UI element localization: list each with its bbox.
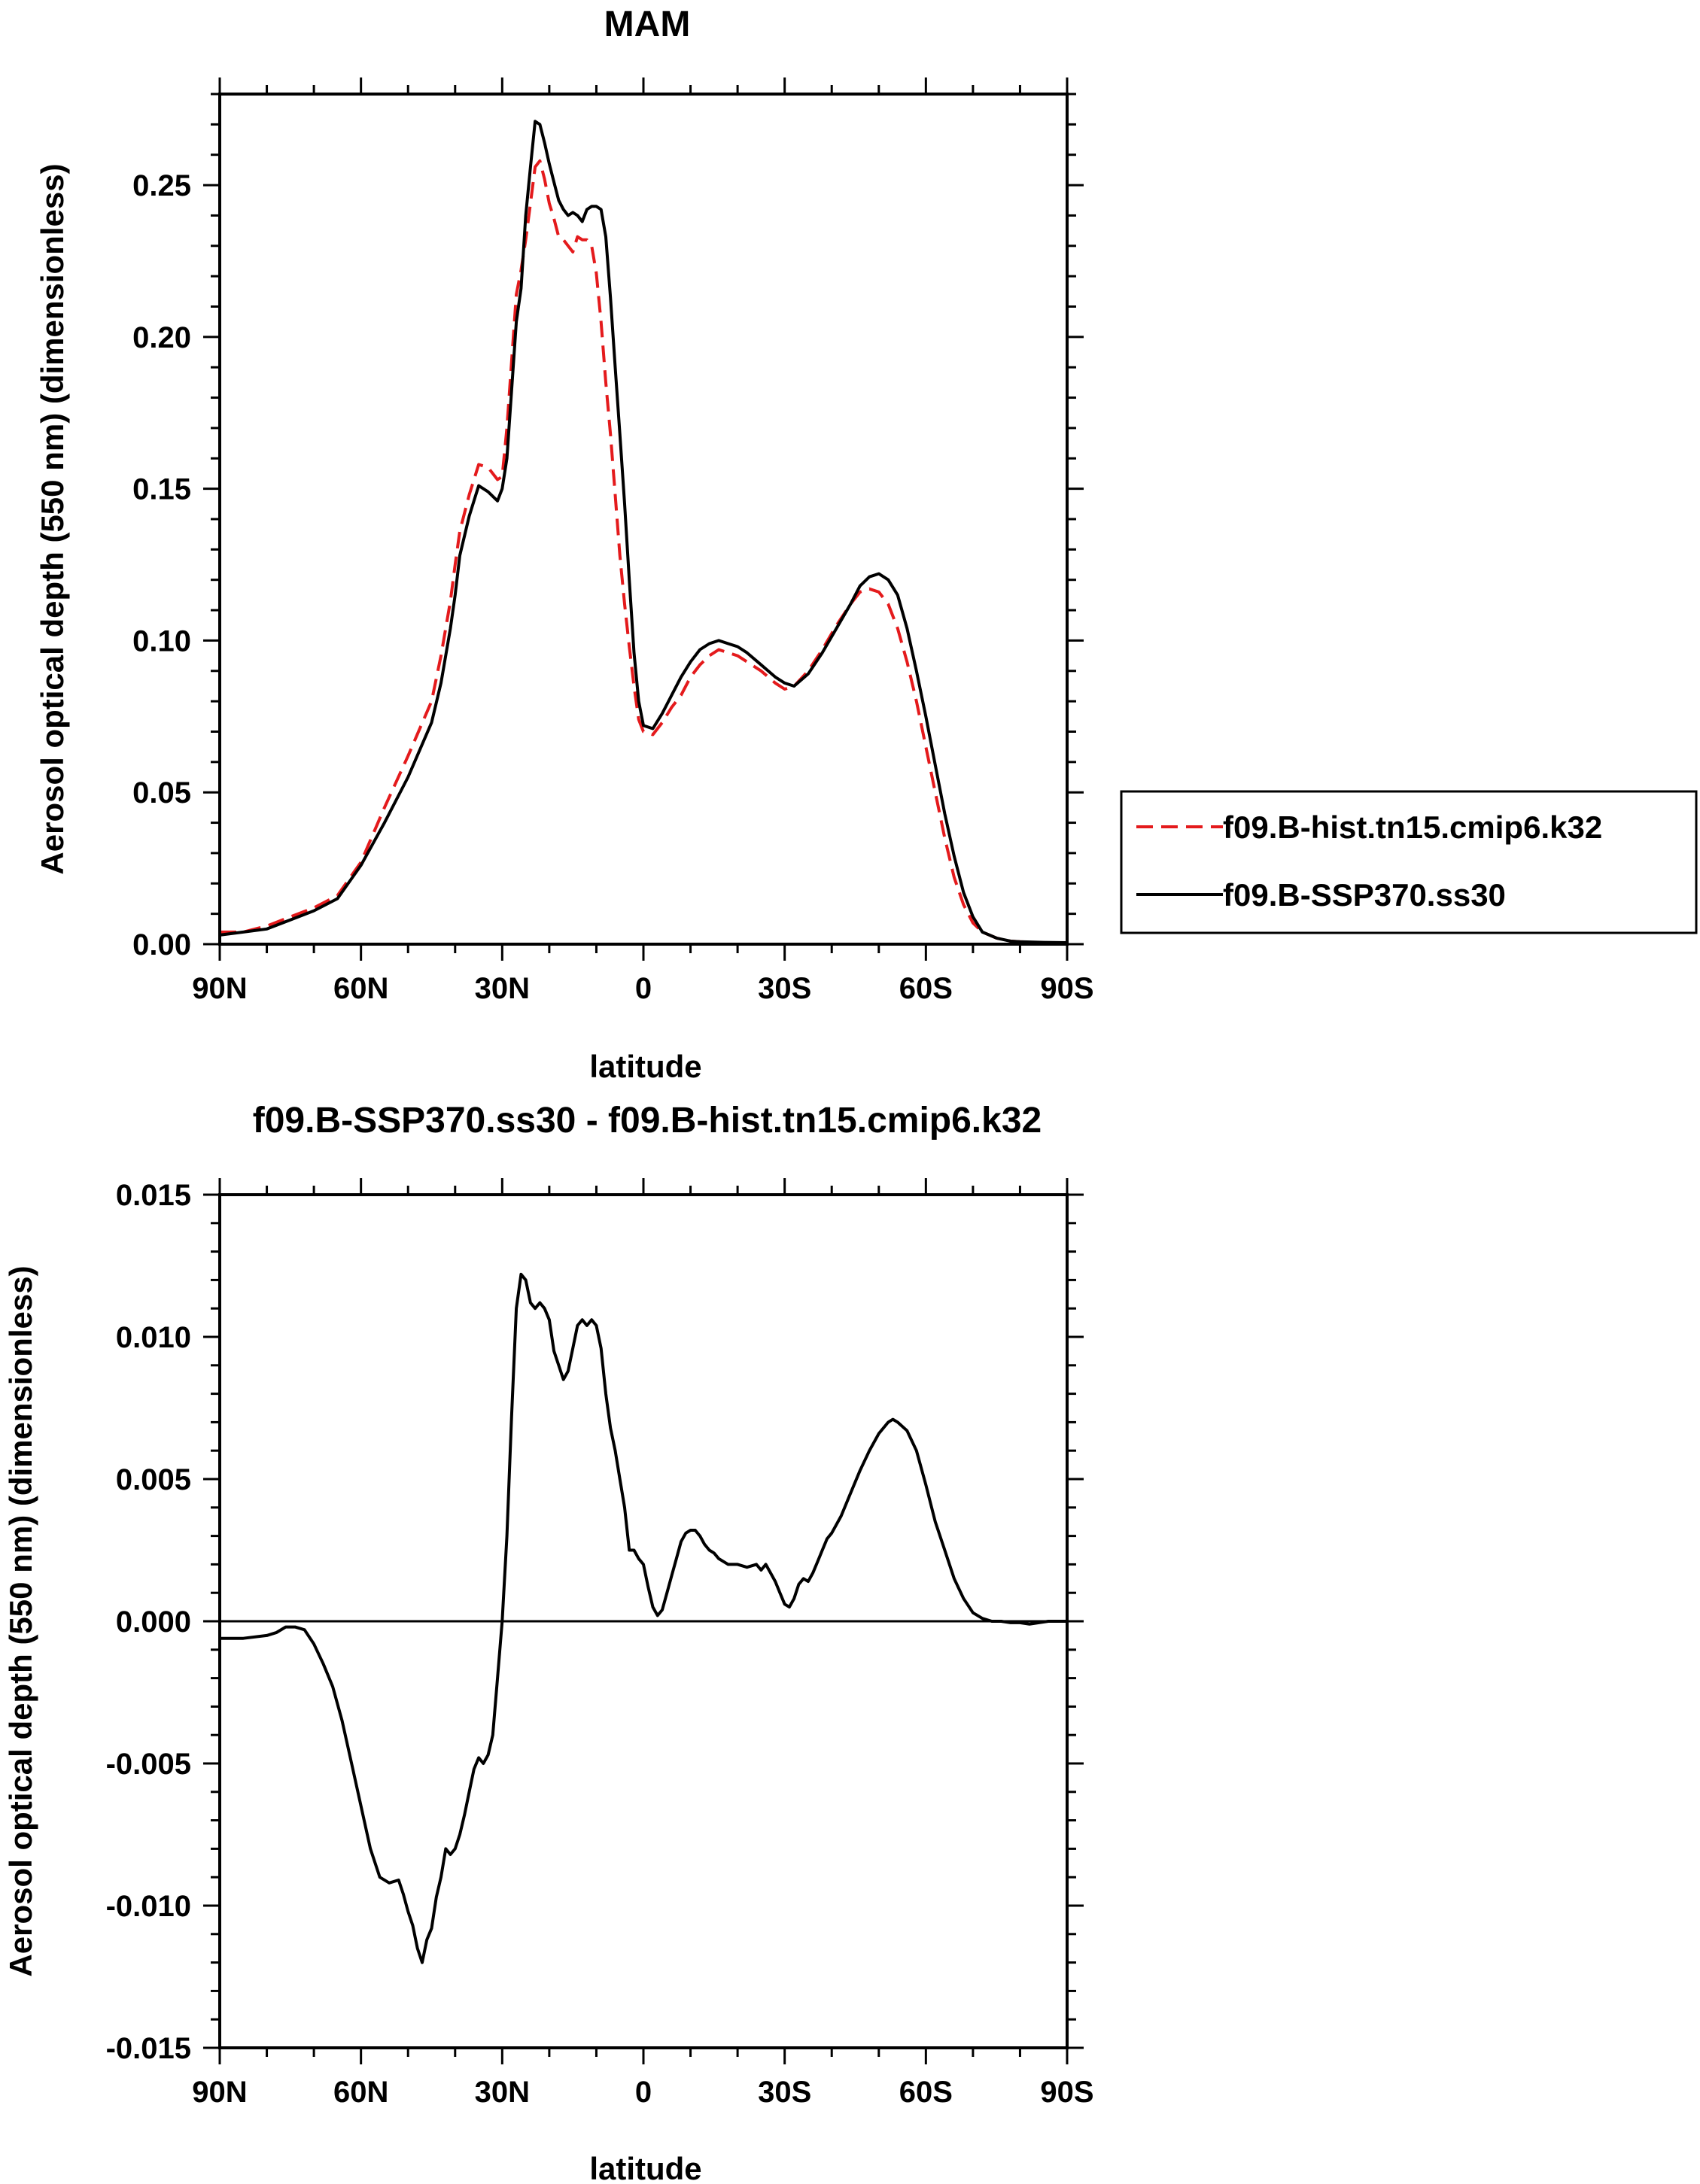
y-tick-label: -0.015 <box>106 2032 191 2065</box>
y-tick-label: 0.015 <box>116 1179 191 1212</box>
series-line-ssp370 <box>219 120 1068 944</box>
y-tick-label: 0.05 <box>132 776 191 810</box>
legend-box <box>1120 790 1698 934</box>
x-tick-label: 30N <box>475 972 530 1005</box>
series-line-hist <box>220 159 1068 945</box>
top-chart-title: MAM <box>604 5 691 44</box>
legend: f09.B-hist.tn15.cmip6.k32 f09.B-SSP370.s… <box>1120 790 1698 934</box>
legend-label-hist: f09.B-hist.tn15.cmip6.k32 <box>1223 810 1602 845</box>
x-tick-label: 60S <box>899 972 953 1005</box>
y-tick-label: -0.005 <box>106 1748 191 1781</box>
bottom-y-tick-labels: -0.015 -0.010 -0.005 0.000 0.005 0.010 0.015 <box>106 1179 191 2065</box>
x-tick-label: 60N <box>333 972 388 1005</box>
top-x-tick-labels: 90N 60N 30N 0 30S 60S 90S <box>192 972 1093 1005</box>
y-tick-label: 0.15 <box>132 473 191 506</box>
bottom-chart-title: f09.B-SSP370.ss30 - f09.B-hist.tn15.cmip… <box>253 1101 1042 1141</box>
x-tick-label: 90S <box>1040 2076 1093 2109</box>
bottom-y-axis-label: Aerosol optical depth (550 nm) (dimensio… <box>3 1265 38 1976</box>
bottom-plot-frame <box>218 1193 1069 2049</box>
top-series-group <box>219 120 1068 945</box>
bottom-x-tick-labels: 90N 60N 30N 0 30S 60S 90S <box>192 2076 1093 2109</box>
x-tick-label: 90S <box>1040 972 1093 1005</box>
top-plot-frame <box>218 93 1069 946</box>
y-tick-label: 0.00 <box>132 928 191 961</box>
y-tick-label: 0.10 <box>132 624 191 658</box>
x-tick-label: 30N <box>475 2076 530 2109</box>
x-tick-label: 0 <box>635 2076 652 2109</box>
top-axis-ticks <box>203 77 1084 961</box>
y-tick-label: 0.010 <box>116 1321 191 1354</box>
x-tick-label: 30S <box>758 972 811 1005</box>
top-y-axis-label: Aerosol optical depth (550 nm) (dimensio… <box>35 163 70 874</box>
x-tick-label: 60S <box>899 2076 953 2109</box>
y-tick-label: 0.20 <box>132 321 191 354</box>
bottom-panel: f09.B-SSP370.ss30 - f09.B-hist.tn15.cmip… <box>3 1101 1094 2184</box>
top-y-tick-labels: 0.00 0.05 0.10 0.15 0.20 0.25 <box>132 169 191 961</box>
x-tick-label: 30S <box>758 2076 811 2109</box>
y-tick-label: 0.005 <box>116 1463 191 1496</box>
x-tick-label: 60N <box>333 2076 388 2109</box>
bottom-x-axis-label: latitude <box>589 2151 701 2184</box>
x-tick-label: 90N <box>192 2076 247 2109</box>
top-panel: MAM 90N 60N 30N 0 30S 60S 90S 0.00 0.05 0.10 0.15… <box>35 5 1094 1084</box>
y-tick-label: 0.25 <box>132 169 191 202</box>
x-tick-label: 0 <box>635 972 652 1005</box>
legend-label-ssp370: f09.B-SSP370.ss30 <box>1223 877 1506 913</box>
bottom-series-group <box>220 1272 1067 1964</box>
top-x-axis-label: latitude <box>589 1049 701 1084</box>
series-line-difference <box>220 1272 1067 1964</box>
y-tick-label: 0.000 <box>116 1605 191 1639</box>
y-tick-label: -0.010 <box>106 1890 191 1923</box>
x-tick-label: 90N <box>192 972 247 1005</box>
